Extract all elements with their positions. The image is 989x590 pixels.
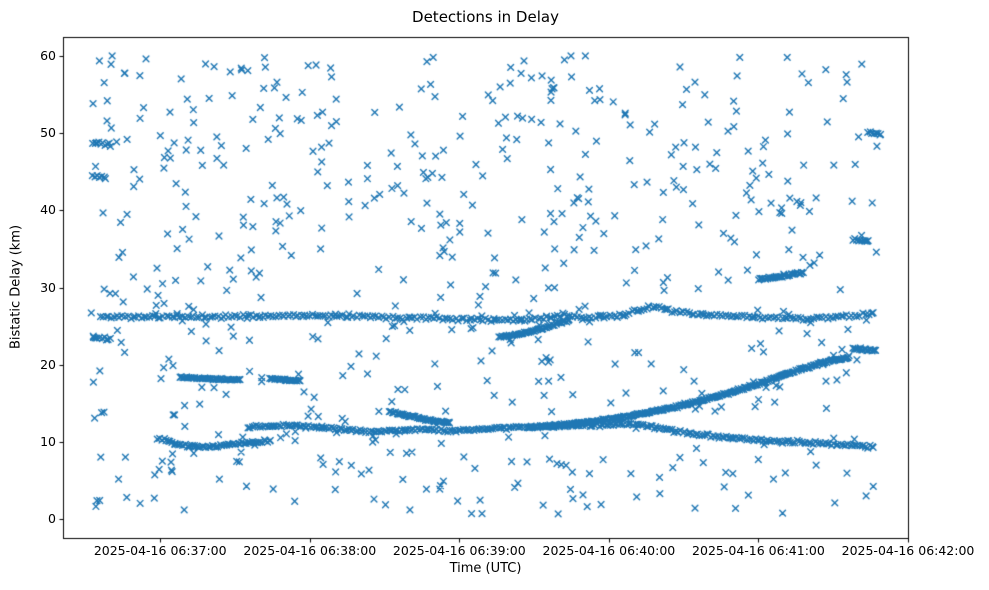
x-tick-label: 2025-04-16 06:38:00: [243, 543, 377, 558]
x-tick-label: 2025-04-16 06:41:00: [692, 543, 825, 558]
y-tick-label: 30: [40, 279, 56, 295]
y-tick-label: 20: [40, 356, 56, 372]
chart-title: Detections in Delay: [412, 8, 559, 26]
y-tick-label: 50: [40, 125, 56, 141]
y-tick-label: 60: [40, 48, 56, 64]
x-axis-label: Time (UTC): [449, 561, 522, 576]
y-tick-label: 0: [48, 510, 56, 526]
x-tick-label: 2025-04-16 06:39:00: [392, 543, 526, 558]
x-tick-label: 2025-04-16 06:37:00: [93, 543, 227, 558]
x-tick-label: 2025-04-16 06:42:00: [841, 543, 975, 558]
y-tick-label: 10: [40, 433, 56, 449]
y-tick-label: 40: [40, 202, 56, 218]
x-tick-label: 2025-04-16 06:40:00: [542, 543, 676, 558]
